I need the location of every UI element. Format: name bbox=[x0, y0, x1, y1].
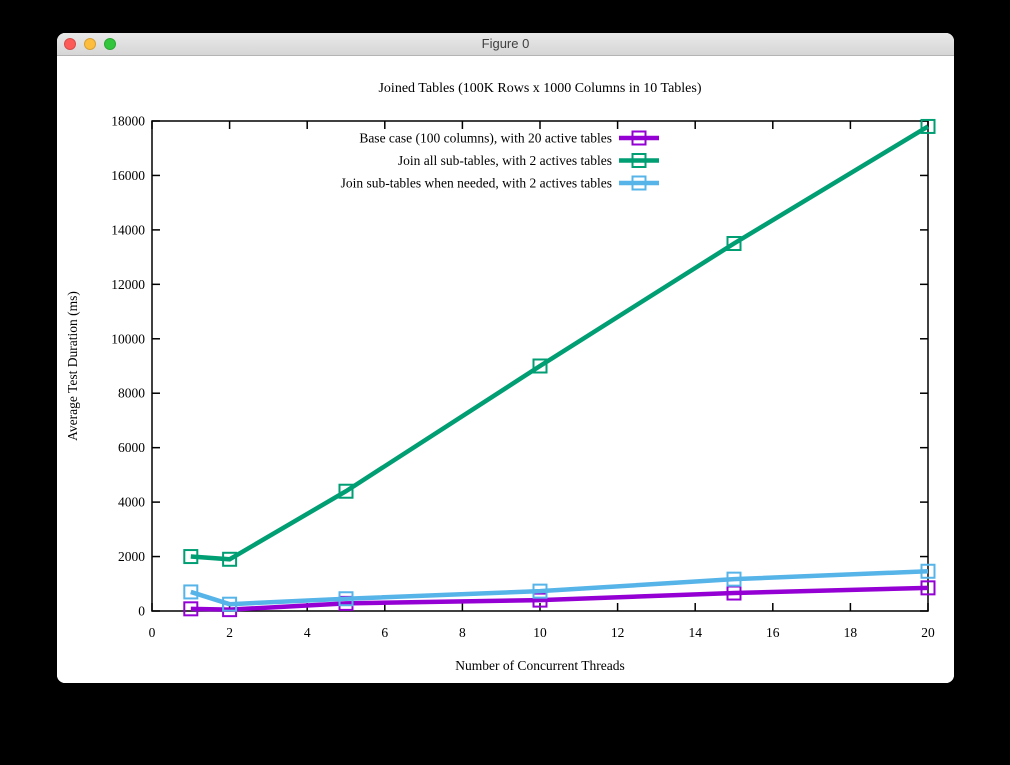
x-tick-label: 8 bbox=[459, 625, 466, 640]
series-marker-0 bbox=[532, 592, 548, 608]
y-tick-label: 6000 bbox=[118, 440, 145, 455]
chart-area: 0 2 4 6 8 10 12 14 16 18 20 0 2000 4000 6000 8000 10000 1… bbox=[57, 56, 954, 683]
x-axis-label: Number of Concurrent Threads bbox=[455, 658, 625, 673]
y-tick-label: 16000 bbox=[111, 168, 145, 183]
series-marker-2 bbox=[222, 596, 238, 612]
y-tick-label: 18000 bbox=[111, 114, 145, 129]
figure-window: Figure 0 0 2 4 6 8 10 12 14 16 18 20 0 2000 4000 6000 8… bbox=[57, 33, 954, 683]
x-tick-label: 16 bbox=[766, 625, 780, 640]
series-marker-1 bbox=[532, 358, 548, 374]
close-button[interactable] bbox=[64, 38, 76, 50]
chart-canvas: 0 2 4 6 8 10 12 14 16 18 20 0 2000 4000 6000 8000 10000 1… bbox=[65, 81, 936, 673]
legend-label-1: Join all sub-tables, with 2 actives tabl… bbox=[398, 153, 612, 168]
x-tick-label: 18 bbox=[844, 625, 858, 640]
series-marker-1 bbox=[726, 236, 742, 251]
series-line-1 bbox=[190, 124, 930, 562]
y-tick-label: 10000 bbox=[111, 331, 145, 346]
y-tick-label: 14000 bbox=[111, 222, 145, 237]
x-tick-label: 4 bbox=[304, 625, 311, 640]
x-tick-label: 2 bbox=[226, 625, 233, 640]
y-tick-label: 8000 bbox=[118, 386, 145, 401]
zoom-button[interactable] bbox=[104, 38, 116, 50]
x-tick-label: 12 bbox=[611, 625, 625, 640]
y-tick-label: 0 bbox=[138, 604, 145, 619]
x-tick-label: 20 bbox=[921, 625, 935, 640]
minimize-button[interactable] bbox=[84, 38, 96, 50]
series-marker-2 bbox=[338, 591, 354, 607]
series-marker-1 bbox=[222, 551, 238, 567]
series-marker-2 bbox=[920, 563, 936, 579]
legend-marker-sample-2 bbox=[631, 175, 647, 191]
y-tick-label: 2000 bbox=[118, 549, 145, 564]
legend-label-0: Base case (100 columns), with 20 active … bbox=[359, 131, 612, 146]
series-marker-0 bbox=[920, 580, 936, 596]
legend-label-2: Join sub-tables when needed, with 2 acti… bbox=[341, 176, 612, 191]
y-tick-label: 4000 bbox=[118, 495, 145, 510]
series-marker-0 bbox=[183, 601, 199, 617]
x-tick-label: 6 bbox=[381, 625, 388, 640]
x-tick-label: 10 bbox=[533, 625, 547, 640]
x-tick-label: 0 bbox=[149, 625, 156, 640]
x-tick-label: 14 bbox=[688, 625, 702, 640]
window-title: Figure 0 bbox=[481, 36, 530, 51]
series-marker-2 bbox=[532, 583, 548, 599]
legend-marker-sample-1 bbox=[631, 153, 647, 168]
y-tick-label: 12000 bbox=[111, 277, 145, 292]
legend-marker-sample-0 bbox=[631, 130, 647, 146]
y-axis-label: Average Test Duration (ms) bbox=[65, 291, 80, 441]
series-marker-2 bbox=[183, 584, 199, 600]
series-marker-1 bbox=[920, 118, 936, 134]
window-titlebar[interactable]: Figure 0 bbox=[57, 33, 954, 56]
series-marker-1 bbox=[338, 483, 354, 499]
series-marker-2 bbox=[726, 571, 742, 587]
chart-title: Joined Tables (100K Rows x 1000 Columns … bbox=[378, 81, 701, 96]
series-marker-1 bbox=[183, 549, 199, 565]
